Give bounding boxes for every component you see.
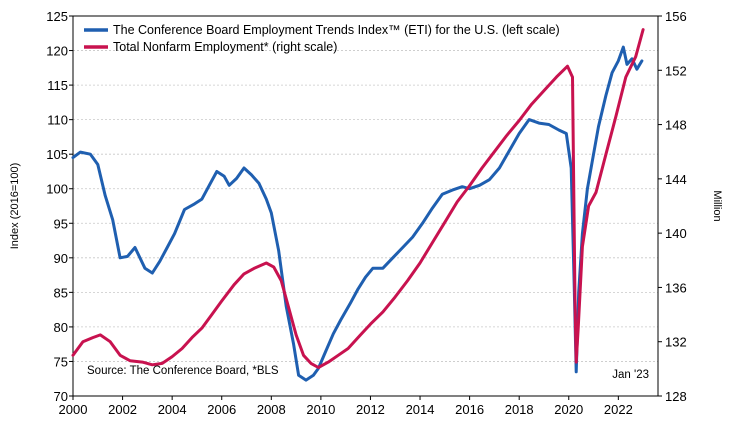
x-tick-label-5: 2010 <box>306 402 335 417</box>
date-note: Jan '23 <box>612 369 649 381</box>
series-line-1 <box>71 28 645 369</box>
x-tick-label-8: 2016 <box>455 402 484 417</box>
x-tick-label-1: 2002 <box>108 402 137 417</box>
x-axis-ticks: 2000 2002 2004 2006 2008 2010 2012 2014 2016 2018… <box>59 396 633 417</box>
left-axis-title: Index (2016=100) <box>9 163 21 250</box>
legend-label-nonfarm: Total Nonfarm Employment* (right scale) <box>113 40 337 54</box>
x-tick-label-2: 2004 <box>158 402 187 417</box>
plot-background <box>73 16 658 396</box>
right-tick-label-6: 152 <box>665 63 687 78</box>
right-tick-label-7: 156 <box>665 9 687 24</box>
source-note: Source: The Conference Board, *BLS <box>87 365 279 377</box>
left-tick-label-9: 115 <box>47 78 68 93</box>
left-tick-label-7: 105 <box>46 147 68 162</box>
series-lines <box>71 28 645 382</box>
left-tick-label-2: 80 <box>54 320 68 335</box>
left-tick-label-5: 95 <box>54 216 68 231</box>
right-tick-label-5: 148 <box>665 118 687 133</box>
x-tick-label-6: 2012 <box>356 402 385 417</box>
x-tick-label-10: 2020 <box>554 402 583 417</box>
left-tick-label-11: 125 <box>46 9 68 24</box>
left-tick-label-3: 85 <box>54 285 68 300</box>
x-tick-label-3: 2006 <box>207 402 236 417</box>
left-tick-label-6: 100 <box>46 182 68 197</box>
legend-label-eti: The Conference Board Employment Trends I… <box>113 23 560 37</box>
right-axis-ticks: 128 132 136 140 144 148 152 156 <box>658 9 687 404</box>
x-tick-label-4: 2008 <box>257 402 286 417</box>
plot-frame <box>72 15 659 397</box>
right-tick-label-3: 140 <box>665 226 687 241</box>
x-tick-label-0: 2000 <box>59 402 88 417</box>
left-tick-label-4: 90 <box>54 251 68 266</box>
left-tick-label-1: 75 <box>54 354 68 369</box>
right-tick-label-1: 132 <box>665 335 687 350</box>
right-axis-title: Million <box>711 190 723 221</box>
right-tick-label-4: 144 <box>665 172 687 187</box>
right-tick-label-2: 136 <box>665 280 687 295</box>
left-tick-label-10: 120 <box>46 44 68 59</box>
x-tick-label-9: 2018 <box>505 402 534 417</box>
left-axis-ticks: 70 75 80 85 90 95 100 105 110 115 120 125 <box>46 9 73 404</box>
left-tick-label-0: 70 <box>54 389 68 404</box>
left-tick-label-8: 110 <box>47 113 68 128</box>
legend: The Conference Board Employment Trends I… <box>84 23 560 54</box>
x-tick-label-11: 2022 <box>604 402 633 417</box>
right-tick-label-0: 128 <box>665 389 687 404</box>
x-tick-label-7: 2014 <box>406 402 435 417</box>
gridlines <box>73 50 658 362</box>
